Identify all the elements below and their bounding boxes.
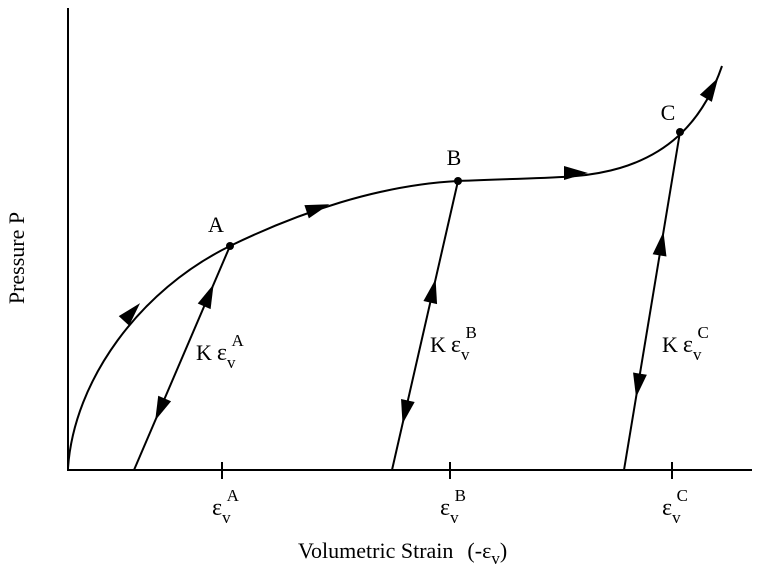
slope-symbol: ε <box>451 332 461 358</box>
slope-sub: v <box>227 353 236 372</box>
x-label-text: Volumetric Strain <box>298 538 453 563</box>
tick-sup: A <box>227 486 240 505</box>
tick-symbol: ε <box>662 495 672 521</box>
tick-symbol: ε <box>212 495 222 521</box>
point-marker <box>226 242 234 250</box>
tick-sub: v <box>450 508 459 527</box>
tick-label: εvA <box>212 486 240 527</box>
x-axis-label: Volumetric Strain (-εv) <box>298 538 507 568</box>
point-label: C <box>661 100 676 125</box>
arrowhead <box>197 284 214 310</box>
arrowhead <box>401 398 415 424</box>
x-label-symbol: (-ε <box>467 538 491 563</box>
slope-sup: B <box>465 323 476 342</box>
slope-coefficient: K <box>430 332 446 357</box>
point-label: A <box>208 212 224 237</box>
tick-sub: v <box>672 508 681 527</box>
arrowhead <box>118 303 141 326</box>
tick-symbol: ε <box>440 495 450 521</box>
slope-coefficient: K <box>662 332 678 357</box>
slope-sub: v <box>693 345 702 364</box>
unloading-line <box>623 131 681 471</box>
slope-sub: v <box>461 345 470 364</box>
point-label: B <box>447 145 462 170</box>
slope-symbol: ε <box>683 332 693 358</box>
arrowhead <box>304 204 330 219</box>
arrows <box>118 77 719 424</box>
arrowhead <box>633 372 647 398</box>
arrowhead <box>564 166 588 180</box>
slope-sup: A <box>231 331 244 350</box>
loading-curve <box>67 65 723 469</box>
point-marker <box>454 177 462 185</box>
x-label-close: ) <box>500 538 507 563</box>
arrowhead <box>423 279 438 305</box>
unloading-line <box>133 245 231 471</box>
x-label-sub: v <box>491 549 500 568</box>
ticks <box>221 462 673 479</box>
unloading-line <box>391 180 459 471</box>
y-axis-label: Pressure P <box>4 212 29 304</box>
arrowhead <box>652 231 667 257</box>
tick-label: εvB <box>440 486 466 527</box>
tick-sub: v <box>222 508 231 527</box>
tick-sup: C <box>677 486 688 505</box>
point-marker <box>676 128 684 136</box>
tick-label: εvC <box>662 486 688 527</box>
slope-symbol: ε <box>217 340 227 366</box>
tick-sup: B <box>455 486 466 505</box>
slope-coefficient: K <box>196 340 212 365</box>
arrowhead <box>155 395 172 421</box>
arrowhead <box>699 77 719 102</box>
slope-sup: C <box>697 323 708 342</box>
